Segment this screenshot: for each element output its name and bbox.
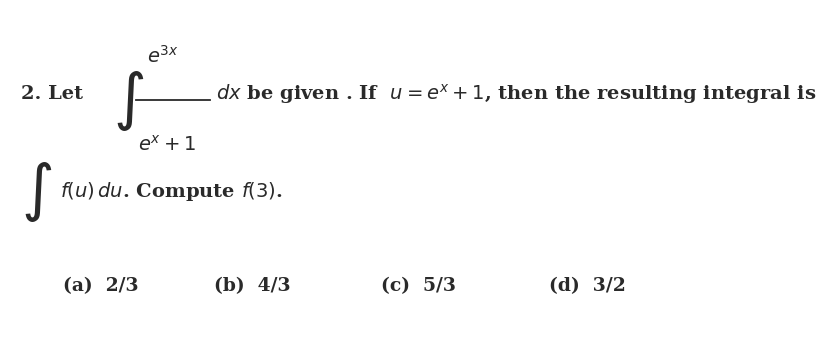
Text: (b)  4/3: (b) 4/3 [214, 277, 290, 295]
Text: $e^{x} + 1$: $e^{x} + 1$ [138, 135, 196, 155]
Text: $f(u)\,du$. Compute $f(3)$.: $f(u)\,du$. Compute $f(3)$. [60, 180, 283, 203]
Text: 2. Let: 2. Let [21, 85, 83, 103]
Text: (a)  2/3: (a) 2/3 [63, 277, 138, 295]
Text: $e^{3x}$: $e^{3x}$ [147, 45, 178, 67]
Text: $\int$: $\int$ [21, 160, 52, 224]
Text: $dx$ be given . If  $u = e^{x} + 1$, then the resulting integral is: $dx$ be given . If $u = e^{x} + 1$, then… [216, 82, 816, 106]
Text: $\int$: $\int$ [113, 70, 144, 133]
Text: (c)  5/3: (c) 5/3 [381, 277, 456, 295]
Text: (d)  3/2: (d) 3/2 [549, 277, 626, 295]
